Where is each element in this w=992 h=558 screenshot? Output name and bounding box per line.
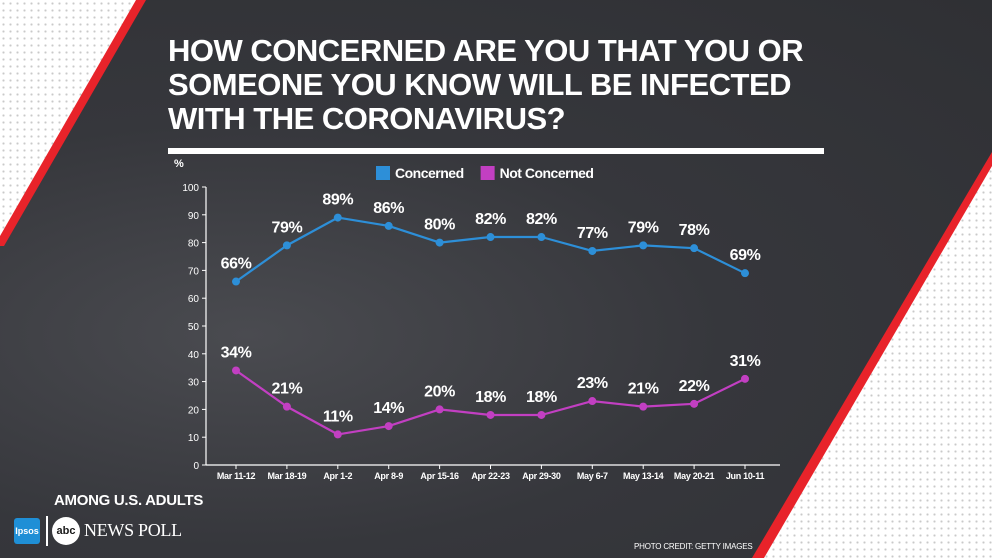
data-point bbox=[232, 277, 240, 286]
data-label: 21% bbox=[271, 381, 302, 398]
data-point bbox=[384, 422, 393, 431]
data-label: 77% bbox=[577, 225, 608, 242]
data-label: 31% bbox=[730, 353, 761, 370]
data-label: 78% bbox=[679, 222, 710, 239]
data-label: 21% bbox=[628, 381, 659, 398]
data-point bbox=[690, 399, 699, 408]
data-point bbox=[333, 213, 342, 222]
data-label: 69% bbox=[730, 247, 761, 264]
x-tick-label: Apr 22-23 bbox=[471, 471, 510, 481]
data-label: 66% bbox=[221, 256, 252, 273]
news-poll-label: NEWS POLL bbox=[84, 520, 182, 540]
data-point bbox=[537, 410, 546, 419]
data-point bbox=[639, 241, 648, 250]
data-label: 82% bbox=[526, 211, 557, 228]
data-point bbox=[282, 241, 291, 250]
data-point bbox=[384, 221, 393, 230]
data-label: 22% bbox=[679, 378, 710, 395]
data-point bbox=[588, 397, 597, 406]
data-point bbox=[282, 402, 291, 411]
y-axis-label: % bbox=[174, 158, 184, 170]
data-label: 79% bbox=[628, 219, 659, 236]
legend-label: Concerned bbox=[395, 165, 464, 181]
data-point bbox=[232, 366, 240, 375]
x-tick-label: Apr 1-2 bbox=[323, 471, 352, 481]
data-label: 23% bbox=[577, 375, 608, 392]
data-label: 11% bbox=[323, 408, 353, 425]
x-tick-label: May 13-14 bbox=[623, 471, 664, 481]
y-tick-label: 0 bbox=[193, 461, 199, 472]
y-tick-label: 80 bbox=[188, 239, 200, 250]
y-tick-label: 20 bbox=[188, 405, 200, 416]
data-label: 80% bbox=[424, 217, 455, 234]
footer-subtitle: AMONG U.S. ADULTS bbox=[54, 492, 204, 509]
data-point bbox=[588, 246, 597, 255]
y-tick-label: 50 bbox=[188, 322, 200, 333]
data-label: 82% bbox=[475, 211, 506, 228]
data-point bbox=[639, 402, 648, 411]
abc-logo: abc bbox=[52, 517, 80, 545]
x-tick-label: Jun 10-11 bbox=[726, 471, 765, 481]
data-point bbox=[486, 233, 495, 242]
title-rule bbox=[168, 148, 824, 154]
y-tick-label: 40 bbox=[188, 350, 200, 361]
data-label: 89% bbox=[322, 192, 353, 209]
legend-swatch bbox=[376, 166, 390, 180]
data-label: 34% bbox=[221, 344, 252, 361]
x-tick-label: Apr 15-16 bbox=[420, 471, 459, 481]
x-tick-label: Mar 18-19 bbox=[267, 471, 306, 481]
data-point bbox=[333, 430, 342, 439]
logo-divider bbox=[46, 516, 48, 546]
ipsos-logo: Ipsos bbox=[14, 518, 40, 544]
data-point bbox=[537, 233, 546, 242]
y-tick-label: 60 bbox=[188, 294, 200, 305]
legend-label: Not Concerned bbox=[500, 165, 594, 181]
x-tick-label: May 6-7 bbox=[577, 471, 608, 481]
data-label: 18% bbox=[526, 389, 557, 406]
y-tick-label: 70 bbox=[188, 266, 200, 277]
y-tick-label: 90 bbox=[188, 211, 200, 222]
data-label: 86% bbox=[373, 200, 404, 217]
y-tick-label: 30 bbox=[188, 378, 200, 389]
data-label: 79% bbox=[271, 219, 302, 236]
data-point bbox=[435, 405, 444, 414]
data-point bbox=[741, 374, 749, 383]
data-point bbox=[486, 410, 495, 419]
data-label: 14% bbox=[373, 400, 404, 417]
data-point bbox=[741, 269, 749, 278]
x-tick-label: Mar 11-12 bbox=[217, 471, 256, 481]
y-tick-label: 100 bbox=[182, 183, 199, 194]
x-tick-label: May 20-21 bbox=[674, 471, 715, 481]
y-tick-label: 10 bbox=[188, 433, 200, 444]
data-point bbox=[435, 238, 444, 247]
data-label: 20% bbox=[424, 383, 455, 400]
photo-credit: PHOTO CREDIT: GETTY IMAGES bbox=[634, 542, 753, 551]
data-point bbox=[690, 244, 699, 253]
legend-swatch bbox=[480, 166, 495, 180]
x-tick-label: Apr 29-30 bbox=[522, 471, 561, 481]
chart-title: HOW CONCERNED ARE YOU THAT YOU OR SOMEON… bbox=[168, 33, 804, 136]
x-tick-label: Apr 8-9 bbox=[374, 471, 403, 481]
data-label: 18% bbox=[475, 389, 506, 406]
